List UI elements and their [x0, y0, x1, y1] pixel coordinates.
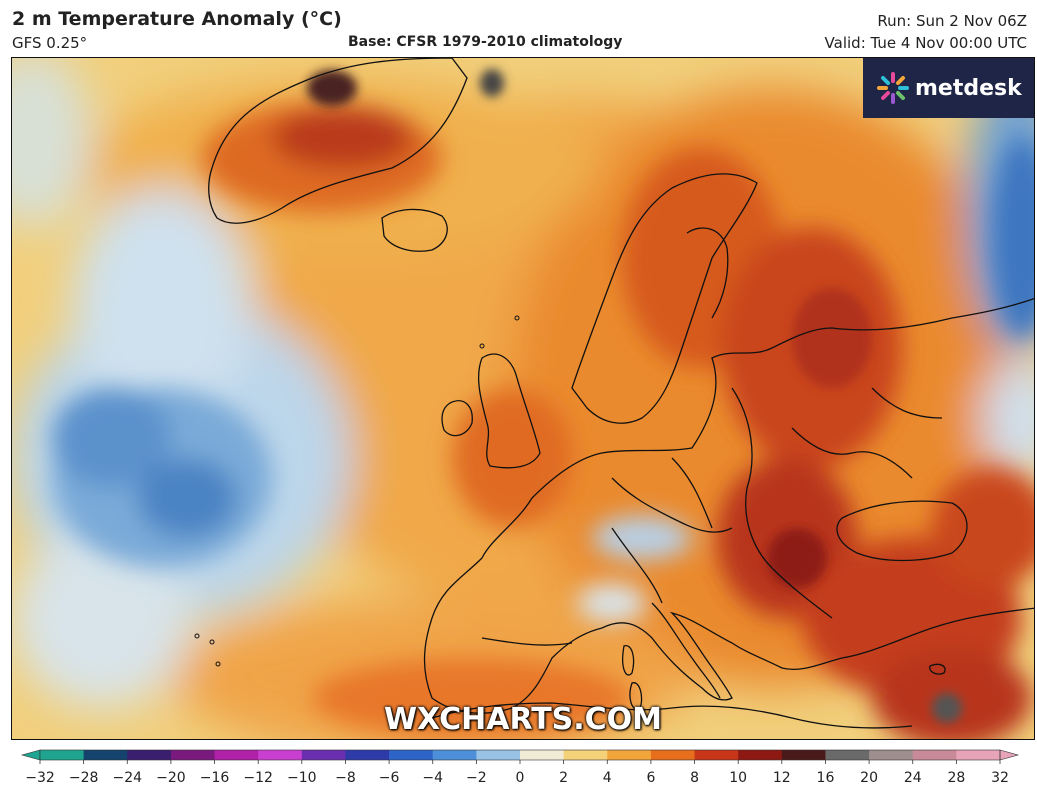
colorbar-ticks: −32 −28 −24 −20 −16 −12 −10 −8 −6 −4 −2 0 2 4 6 8 10 12 16… [25, 760, 1009, 786]
colorbar-tick-label: −20 [156, 770, 186, 786]
anomaly-map-canvas [12, 58, 1034, 739]
colorbar-tick-label: −6 [379, 770, 400, 786]
colorbar-tick-label: −32 [25, 770, 55, 786]
colorbar-segment [694, 750, 739, 760]
colorbar-tick-label: −12 [243, 770, 273, 786]
colorbar-segment [476, 750, 521, 760]
colorbar-right-arrow [999, 749, 1020, 761]
colorbar-tick-label: 20 [860, 770, 878, 786]
colorbar-tick-label: 10 [729, 770, 747, 786]
colorbar-segment [214, 750, 259, 760]
colorbar-segment [432, 750, 477, 760]
colorbar: −32 −28 −24 −20 −16 −12 −10 −8 −6 −4 −2 0 2 4 6 8 10 12 16… [20, 749, 1020, 786]
colorbar-segment [650, 750, 696, 760]
colorbar-segment [869, 750, 914, 760]
colorbar-segment [83, 750, 128, 760]
colorbar-tick-label: 32 [991, 770, 1009, 786]
colorbar-tick-label: 4 [603, 770, 612, 786]
colorbar-segment [912, 750, 957, 760]
run-time-label: Run: Sun 2 Nov 06Z [877, 12, 1027, 30]
colorbar-tick-label: 8 [690, 770, 699, 786]
colorbar-segment [345, 750, 390, 760]
colorbar-segment [389, 750, 434, 760]
valid-time-label: Valid: Tue 4 Nov 00:00 UTC [824, 34, 1027, 52]
colorbar-tick-label: −10 [287, 770, 317, 786]
colorbar-tick-label: −8 [335, 770, 356, 786]
base-climatology-label: Base: CFSR 1979-2010 climatology [348, 34, 623, 50]
colorbar-segment [738, 750, 783, 760]
colorbar-tick-label: −28 [69, 770, 99, 786]
colorbar-segment [607, 750, 652, 760]
coastlines [208, 58, 1034, 729]
colorbar-left-arrow [20, 749, 41, 761]
colorbar-segment [563, 750, 608, 760]
colorbar-segments [20, 749, 1020, 761]
colorbar-tick-label: −24 [112, 770, 142, 786]
model-label: GFS 0.25° [12, 34, 88, 52]
colorbar-tick-label: 12 [773, 770, 791, 786]
colorbar-tick-label: −2 [466, 770, 487, 786]
colorbar-segment [956, 750, 1001, 760]
colorbar-segment [127, 750, 172, 760]
colorbar-segment [40, 750, 85, 760]
colorbar-tick-label: 6 [646, 770, 655, 786]
colorbar-tick-label: 0 [516, 770, 525, 786]
metdesk-logo: metdesk [863, 58, 1034, 118]
colorbar-segment [781, 750, 826, 760]
colorbar-tick-label: 16 [817, 770, 835, 786]
colorbar-segment [520, 750, 565, 760]
colorbar-tick-label: 28 [947, 770, 965, 786]
metdesk-logo-text: metdesk [915, 75, 1022, 101]
anomaly-map[interactable]: metdesk WXCHARTS.COM [11, 57, 1035, 740]
colorbar-tick-label: −16 [200, 770, 230, 786]
chart-title: 2 m Temperature Anomaly (°C) [12, 8, 342, 30]
metdesk-logo-icon [877, 72, 909, 104]
colorbar-tick-label: 2 [559, 770, 568, 786]
colorbar-tick-label: 24 [904, 770, 922, 786]
colorbar-segment [301, 750, 346, 760]
colorbar-segment [170, 750, 216, 760]
colorbar-segment [825, 750, 870, 760]
colorbar-tick-label: −4 [422, 770, 443, 786]
colorbar-segment [258, 750, 303, 760]
wxcharts-watermark: WXCHARTS.COM [383, 702, 663, 737]
